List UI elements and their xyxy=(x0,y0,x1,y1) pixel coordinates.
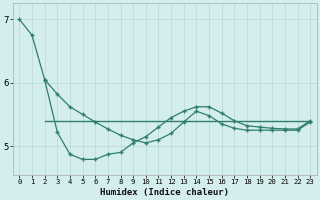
X-axis label: Humidex (Indice chaleur): Humidex (Indice chaleur) xyxy=(100,188,229,197)
